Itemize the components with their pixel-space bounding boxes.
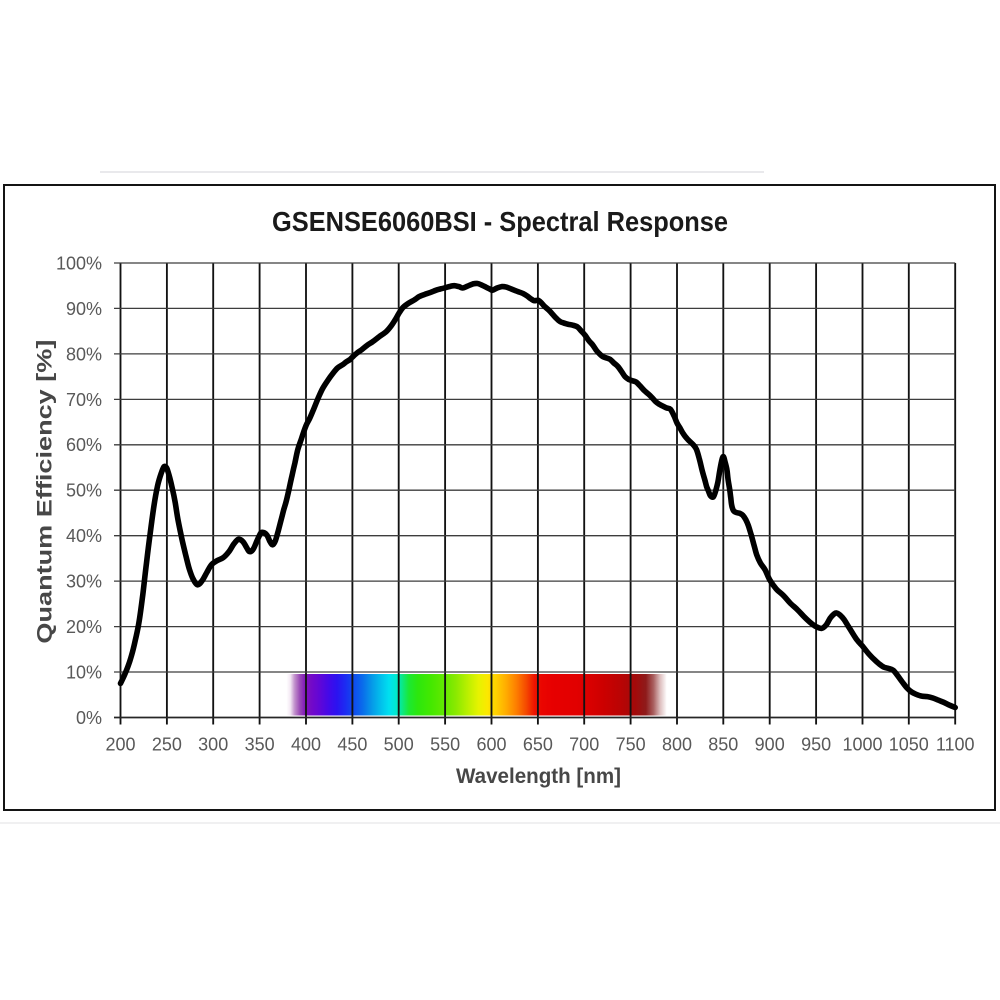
svg-text:0%: 0% <box>76 708 102 728</box>
svg-text:250: 250 <box>152 735 182 755</box>
svg-text:GSENSE6060BSI - Spectral Respo: GSENSE6060BSI - Spectral Response <box>272 206 728 237</box>
svg-text:60%: 60% <box>66 435 102 455</box>
svg-text:1050: 1050 <box>889 735 929 755</box>
svg-text:750: 750 <box>616 735 646 755</box>
svg-text:850: 850 <box>708 735 738 755</box>
svg-text:20%: 20% <box>66 617 102 637</box>
svg-text:950: 950 <box>801 735 831 755</box>
svg-text:350: 350 <box>245 735 275 755</box>
svg-text:300: 300 <box>198 735 228 755</box>
svg-text:50%: 50% <box>66 481 102 501</box>
svg-text:80%: 80% <box>66 344 102 364</box>
svg-text:40%: 40% <box>66 526 102 546</box>
svg-text:100%: 100% <box>56 253 102 273</box>
svg-text:500: 500 <box>384 735 414 755</box>
svg-text:550: 550 <box>430 735 460 755</box>
svg-text:600: 600 <box>476 735 506 755</box>
svg-text:Wavelength [nm]: Wavelength [nm] <box>456 765 621 788</box>
svg-text:650: 650 <box>523 735 553 755</box>
svg-text:900: 900 <box>755 735 785 755</box>
svg-text:200: 200 <box>105 735 135 755</box>
svg-text:Quantum Efficiency [%]: Quantum Efficiency [%] <box>34 340 57 644</box>
svg-text:1000: 1000 <box>842 735 882 755</box>
svg-text:400: 400 <box>291 735 321 755</box>
svg-text:800: 800 <box>662 735 692 755</box>
svg-text:30%: 30% <box>66 572 102 592</box>
svg-text:700: 700 <box>569 735 599 755</box>
svg-text:450: 450 <box>337 735 367 755</box>
svg-text:1100: 1100 <box>936 735 975 755</box>
svg-text:90%: 90% <box>66 299 102 319</box>
svg-text:10%: 10% <box>66 662 102 682</box>
svg-text:70%: 70% <box>66 390 102 410</box>
